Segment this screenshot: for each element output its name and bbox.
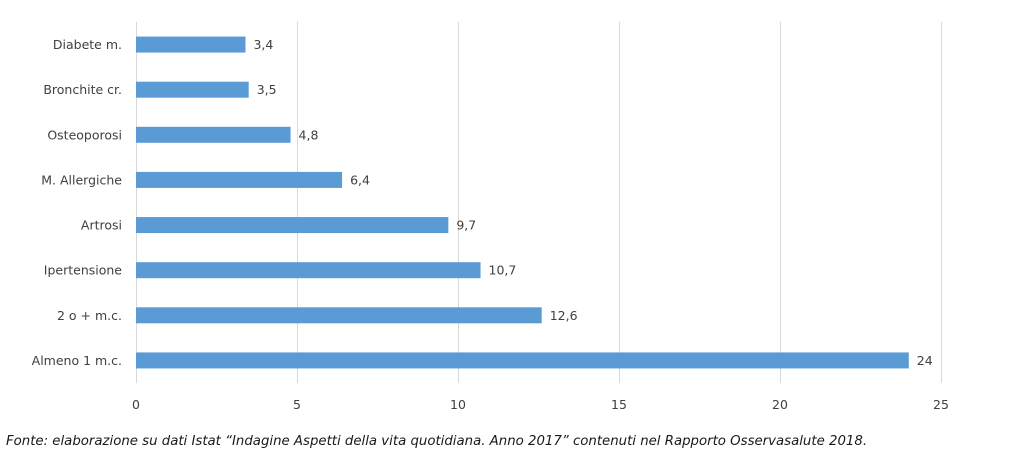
x-tick-label: 5 — [293, 397, 301, 412]
category-label: Almeno 1 m.c. — [32, 353, 122, 368]
bar — [136, 262, 481, 279]
category-label: Artrosi — [81, 218, 122, 233]
category-label: Ipertensione — [44, 263, 123, 278]
x-tick-label: 15 — [611, 397, 627, 412]
bar — [136, 126, 291, 143]
data-label: 3,4 — [253, 37, 273, 52]
bar — [136, 307, 542, 324]
category-label: Bronchite cr. — [43, 82, 122, 97]
category-label: Diabete m. — [53, 37, 122, 52]
bar — [136, 217, 449, 234]
data-label: 9,7 — [456, 218, 476, 233]
data-label: 24 — [917, 353, 933, 368]
bar — [136, 36, 246, 53]
data-label: 10,7 — [489, 263, 517, 278]
category-label: Osteoporosi — [47, 127, 122, 142]
x-axis-tick-labels: 0 5 10 15 20 25 — [132, 397, 949, 412]
category-label: 2 o + m.c. — [57, 308, 122, 323]
data-label: 12,6 — [550, 308, 578, 323]
x-tick-label: 0 — [132, 397, 140, 412]
category-label: M. Allergiche — [41, 172, 122, 187]
bar-chart: 3,4 3,5 4,8 6,4 9,7 10,7 12,6 24 Diabete m. Bron… — [32, 22, 949, 412]
grid-lines — [136, 22, 942, 383]
bar — [136, 171, 343, 188]
data-label: 4,8 — [299, 127, 319, 142]
data-label: 6,4 — [350, 172, 370, 187]
data-label: 3,5 — [257, 82, 277, 97]
bar — [136, 81, 249, 98]
source-caption: Fonte: elaborazione su dati Istat “Indag… — [6, 434, 868, 449]
bars — [136, 36, 909, 369]
x-tick-label: 20 — [772, 397, 788, 412]
x-tick-label: 10 — [450, 397, 466, 412]
data-labels: 3,4 3,5 4,8 6,4 9,7 10,7 12,6 24 — [253, 37, 932, 368]
bar — [136, 352, 909, 369]
category-labels: Diabete m. Bronchite cr. Osteoporosi M. All… — [32, 37, 123, 368]
x-tick-label: 25 — [933, 397, 949, 412]
